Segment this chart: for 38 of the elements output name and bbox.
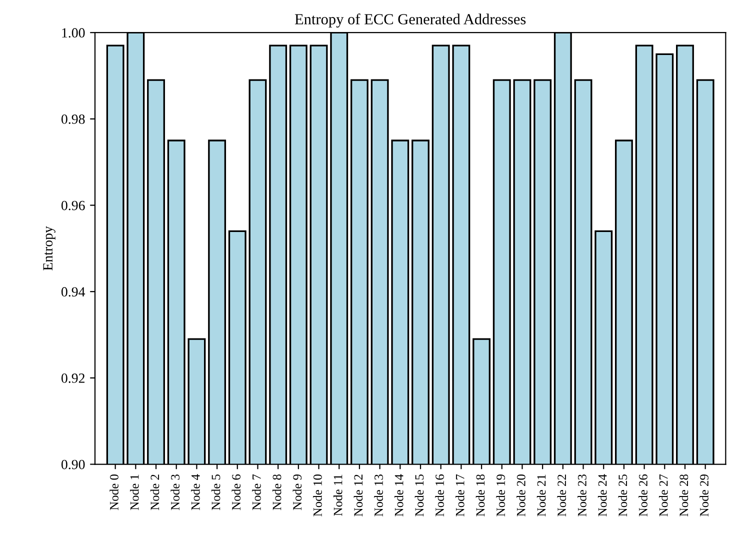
x-tick-label: Node 29 bbox=[700, 474, 708, 516]
y-tick-label: 0.96 bbox=[61, 200, 85, 210]
x-tick-label: Node 22 bbox=[557, 474, 566, 516]
x-tick-label: Node 6 bbox=[232, 474, 241, 510]
x-tick-label: Node 28 bbox=[679, 474, 688, 516]
x-tick-label: Node 23 bbox=[578, 474, 586, 516]
y-tick-label: 0.94 bbox=[61, 287, 86, 297]
x-tick-label: Node 14 bbox=[394, 474, 404, 516]
x-tick-label: Node 5 bbox=[211, 474, 220, 510]
x-tick-label: Node 7 bbox=[252, 474, 261, 510]
x-tick-label: Node 12 bbox=[354, 474, 363, 516]
x-tick-label: Node 9 bbox=[292, 474, 302, 510]
y-tick-label: 1.00 bbox=[62, 28, 85, 38]
x-tick-label: Node 15 bbox=[414, 474, 424, 516]
y-tick-label: 0.90 bbox=[61, 460, 85, 470]
y-tick-label: 0.92 bbox=[61, 374, 84, 383]
x-tick-label: Node 11 bbox=[333, 474, 342, 516]
x-tick-label: Node 10 bbox=[313, 474, 322, 516]
x-tick-label: Node 25 bbox=[618, 474, 628, 516]
x-tick-label: Node 8 bbox=[272, 474, 282, 510]
x-tick-label: Node 17 bbox=[456, 474, 464, 516]
x-tick-label: Node 24 bbox=[598, 474, 607, 516]
x-tick-label: Node 13 bbox=[374, 474, 383, 516]
x-tick-label: Node 4 bbox=[191, 474, 200, 510]
x-tick-label: Node 27 bbox=[658, 474, 668, 516]
y-tick-label: 0.98 bbox=[61, 114, 85, 124]
chart-title: Entropy of ECC Generated Addresses bbox=[294, 13, 526, 28]
x-tick-label: Node 19 bbox=[496, 474, 506, 516]
x-tick-label: Node 18 bbox=[476, 474, 485, 516]
y-axis-title: Entropy bbox=[43, 226, 56, 270]
x-tick-label: Node 21 bbox=[536, 474, 546, 516]
x-tick-label: Node 1 bbox=[130, 474, 139, 510]
x-tick-label: Node 2 bbox=[150, 474, 160, 510]
x-tick-label: Node 3 bbox=[170, 474, 180, 510]
x-tick-label: Node 16 bbox=[435, 474, 444, 516]
x-tick-label: Node 20 bbox=[516, 474, 526, 516]
x-tick-label: Node 0 bbox=[110, 474, 118, 510]
x-tick-label: Node 26 bbox=[638, 474, 648, 516]
